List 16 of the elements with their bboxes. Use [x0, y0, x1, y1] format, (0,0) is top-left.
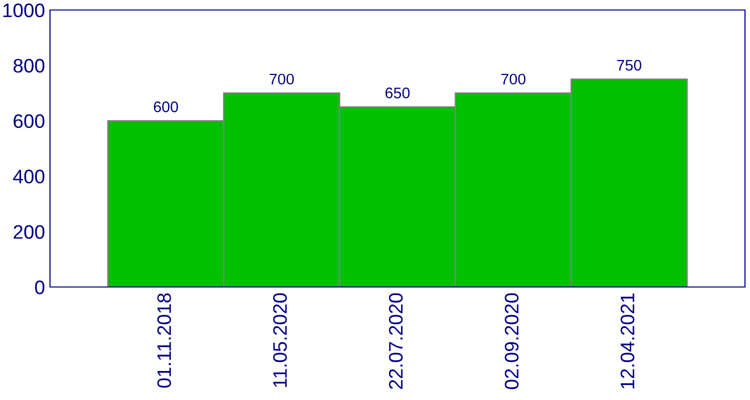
data-label: 700: [501, 74, 526, 85]
data-label: 600: [154, 101, 178, 112]
x-tick-label: 12.04.2021: [620, 293, 634, 388]
x-tick-label: 11.05.2020: [273, 293, 287, 387]
y-tick-label: 1000: [3, 3, 44, 18]
x-tick-label: 22.07.2020: [388, 293, 403, 389]
x-tick-label: 01.11.2018: [157, 293, 172, 388]
y-tick-label: 200: [14, 225, 44, 239]
x-tick-label: 02.09.2020: [504, 293, 519, 390]
y-tick-label: 600: [14, 114, 44, 128]
y-tick-label: 800: [14, 58, 44, 73]
data-label: 650: [386, 88, 410, 98]
data-label: 700: [270, 74, 294, 85]
y-tick-label: 0: [35, 280, 44, 294]
y-tick-label: 400: [13, 170, 44, 184]
data-label: 750: [617, 60, 642, 71]
